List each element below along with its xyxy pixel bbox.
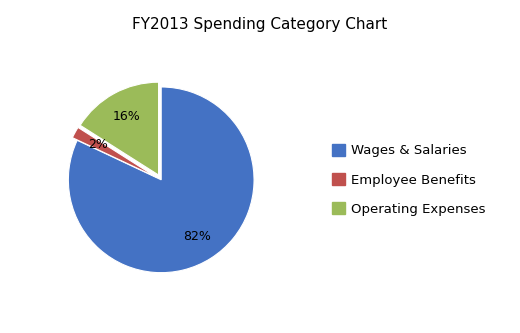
Wedge shape <box>80 82 159 175</box>
Wedge shape <box>68 87 254 273</box>
Text: 16%: 16% <box>112 110 140 123</box>
Text: FY2013 Spending Category Chart: FY2013 Spending Category Chart <box>133 17 387 32</box>
Wedge shape <box>72 128 157 177</box>
Legend: Wages & Salaries, Employee Benefits, Operating Expenses: Wages & Salaries, Employee Benefits, Ope… <box>332 144 486 216</box>
Text: 82%: 82% <box>183 230 211 243</box>
Text: 2%: 2% <box>88 139 108 152</box>
